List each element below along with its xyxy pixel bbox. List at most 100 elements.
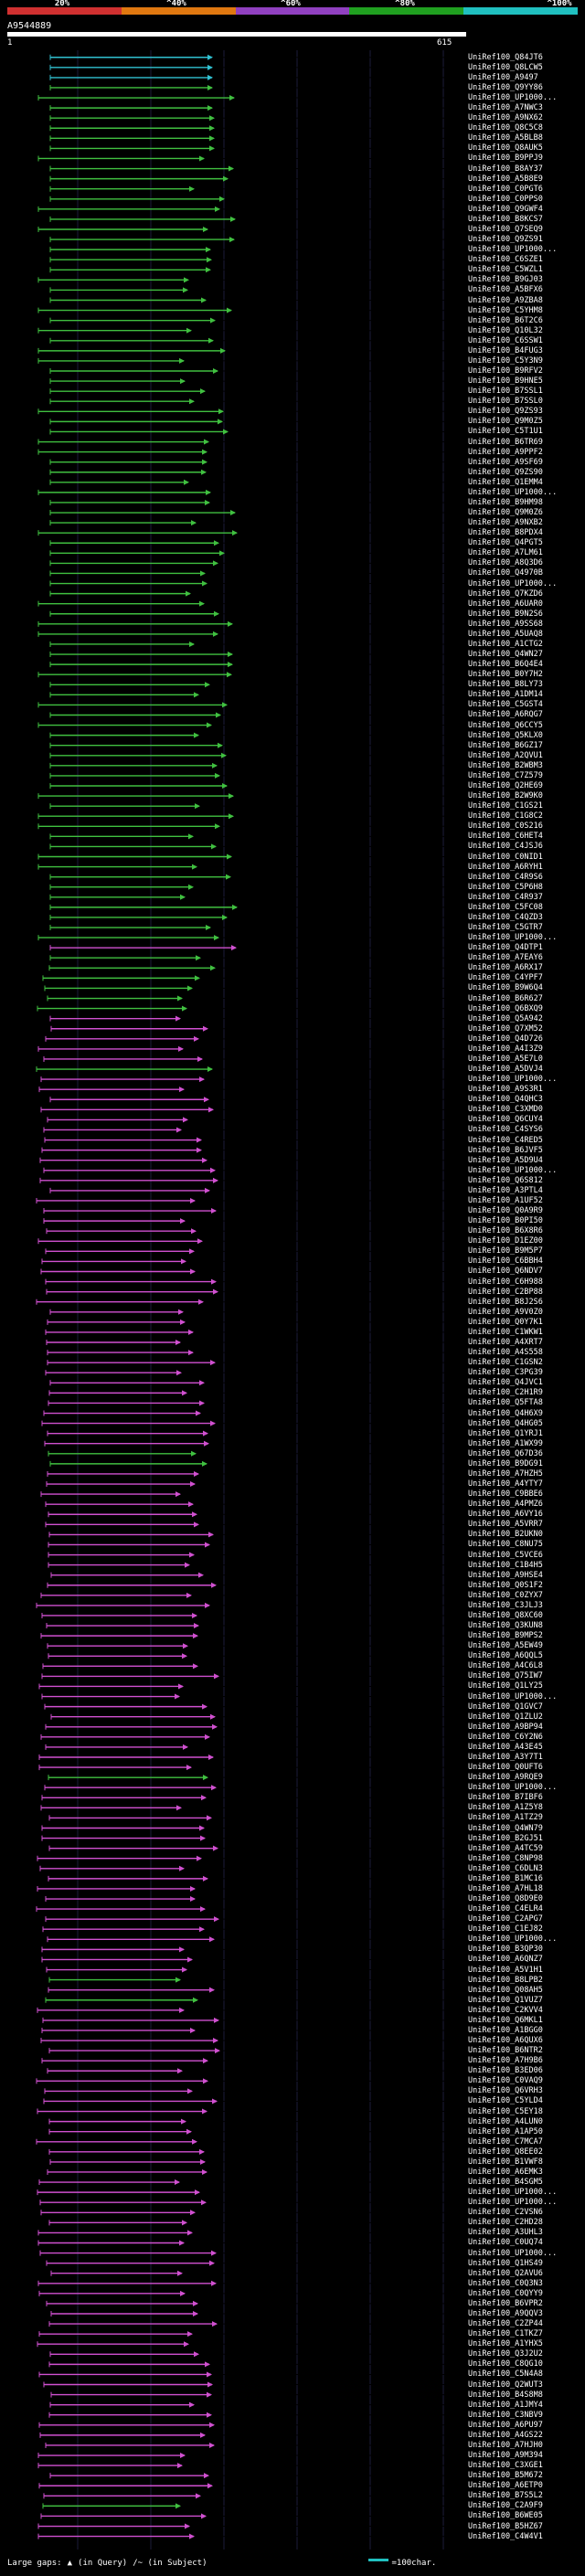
hit-label[interactable]: UniRef100_A6PU97 (468, 2420, 543, 2430)
hit-label[interactable]: UniRef100_Q2AVU6 (468, 2268, 543, 2278)
hit-label[interactable]: UniRef100_C2H1R9 (468, 1388, 543, 1398)
hit-label[interactable]: UniRef100_Q6NDV7 (468, 1267, 543, 1277)
hit-label[interactable]: UniRef100_A5DVJ4 (468, 1065, 543, 1075)
hit-label[interactable]: UniRef100_B8AY37 (468, 164, 543, 174)
hit-label[interactable]: UniRef100_Q0UFT6 (468, 1763, 543, 1773)
hit-label[interactable]: UniRef100_A6QQL5 (468, 1651, 543, 1661)
hit-label[interactable]: UniRef100_A6ETP0 (468, 2481, 543, 2491)
hit-label[interactable]: UniRef100_Q3J2U2 (468, 2349, 543, 2359)
hit-label[interactable]: UniRef100_Q5A942 (468, 1013, 543, 1023)
hit-label[interactable]: UniRef100_Q3KUN8 (468, 1621, 543, 1631)
hit-label[interactable]: UniRef100_C6BBH4 (468, 1256, 543, 1267)
hit-label[interactable]: UniRef100_C5YHM8 (468, 305, 543, 315)
hit-label[interactable]: UniRef100_A7LM61 (468, 548, 543, 558)
hit-label[interactable]: UniRef100_B1MC16 (468, 1873, 543, 1883)
hit-label[interactable]: UniRef100_A2QVU1 (468, 750, 543, 760)
hit-label[interactable]: UniRef100_Q7XM52 (468, 1023, 543, 1034)
hit-label[interactable]: UniRef100_C0VAQ9 (468, 2076, 543, 2086)
hit-label[interactable]: UniRef100_A5V1H1 (468, 1965, 543, 1975)
hit-label[interactable]: UniRef100_C8NU75 (468, 1540, 543, 1550)
hit-label[interactable]: UniRef100_C0Q3N3 (468, 2278, 543, 2288)
hit-label[interactable]: UniRef100_B3QP30 (468, 1945, 543, 1955)
hit-label[interactable]: UniRef100_Q0S1F2 (468, 1580, 543, 1590)
hit-label[interactable]: UniRef100_C4SYS6 (468, 1125, 543, 1135)
hit-label[interactable]: UniRef100_C4JSJ6 (468, 842, 543, 852)
hit-label[interactable]: UniRef100_C5EY18 (468, 2106, 543, 2116)
hit-label[interactable]: UniRef100_Q2WUT3 (468, 2380, 543, 2390)
hit-label[interactable]: UniRef100_C5Y3N9 (468, 355, 543, 366)
hit-label[interactable]: UniRef100_Q6BXQ9 (468, 1003, 543, 1013)
hit-label[interactable]: UniRef100_C2KVV4 (468, 2005, 543, 2015)
hit-label[interactable]: UniRef100_A9V0Z0 (468, 1307, 543, 1317)
hit-label[interactable]: UniRef100_A5BLB8 (468, 133, 543, 143)
hit-label[interactable]: UniRef100_C6SZE1 (468, 255, 543, 265)
hit-label[interactable]: UniRef100_A7HZH5 (468, 1468, 543, 1479)
hit-label[interactable]: UniRef100_A9ZBA8 (468, 295, 543, 305)
hit-label[interactable]: UniRef100_Q08AH5 (468, 1985, 543, 1995)
hit-label[interactable]: UniRef100_C4W4V1 (468, 2531, 543, 2541)
hit-label[interactable]: UniRef100_C5GTR7 (468, 923, 543, 933)
hit-label[interactable]: UniRef100_Q1ZLU2 (468, 1712, 543, 1722)
hit-label[interactable]: UniRef100_Q5KLX0 (468, 730, 543, 740)
hit-label[interactable]: UniRef100_A6QNZ7 (468, 1955, 543, 1965)
hit-label[interactable]: UniRef100_A1YHX5 (468, 2339, 543, 2349)
hit-label[interactable]: UniRef100_A5VRR7 (468, 1520, 543, 1530)
hit-label[interactable]: UniRef100_Q9M0Z6 (468, 508, 543, 518)
hit-label[interactable]: UniRef100_Q0Y7K1 (468, 1317, 543, 1327)
hit-label[interactable]: UniRef100_C5T1U1 (468, 427, 543, 437)
hit-label[interactable]: UniRef100_UP1000... (468, 2188, 558, 2198)
hit-label[interactable]: UniRef100_B9GJ03 (468, 275, 543, 285)
hit-label[interactable]: UniRef100_Q0A9R9 (468, 1206, 543, 1216)
hit-label[interactable]: UniRef100_C0QYY9 (468, 2288, 543, 2298)
hit-label[interactable]: UniRef100_B2GJ51 (468, 1833, 543, 1843)
hit-label[interactable]: UniRef100_Q10L32 (468, 325, 543, 335)
hit-label[interactable]: UniRef100_A6QUX6 (468, 2036, 543, 2046)
hit-label[interactable]: UniRef100_A8Q3D6 (468, 558, 543, 568)
hit-label[interactable]: UniRef100_B6TR69 (468, 437, 543, 447)
hit-label[interactable]: UniRef100_A9M394 (468, 2451, 543, 2461)
hit-label[interactable]: UniRef100_Q1GVC7 (468, 1701, 543, 1712)
hit-label[interactable]: UniRef100_C2VSN6 (468, 2208, 543, 2218)
hit-label[interactable]: UniRef100_Q4WN27 (468, 650, 543, 660)
hit-label[interactable]: UniRef100_Q5FTA8 (468, 1398, 543, 1408)
hit-label[interactable]: UniRef100_Q67D36 (468, 1448, 543, 1458)
hit-label[interactable]: UniRef100_Q4970B (468, 568, 543, 578)
hit-label[interactable]: UniRef100_A6VY16 (468, 1510, 543, 1520)
hit-label[interactable]: UniRef100_A1CTG2 (468, 639, 543, 649)
hit-label[interactable]: UniRef100_A1TZ29 (468, 1813, 543, 1823)
hit-label[interactable]: UniRef100_Q4HG05 (468, 1418, 543, 1428)
hit-label[interactable]: UniRef100_B3ED06 (468, 2066, 543, 2076)
hit-label[interactable]: UniRef100_Q2HE69 (468, 780, 543, 790)
hit-label[interactable]: UniRef100_C4R937 (468, 892, 543, 902)
hit-label[interactable]: UniRef100_A3PTL4 (468, 1185, 543, 1195)
hit-label[interactable]: UniRef100_C1WKW1 (468, 1327, 543, 1337)
hit-label[interactable]: UniRef100_A1Z5Y8 (468, 1803, 543, 1813)
hit-label[interactable]: UniRef100_B7S5L2 (468, 2491, 543, 2501)
hit-label[interactable]: UniRef100_C2BP88 (468, 1287, 543, 1297)
hit-label[interactable]: UniRef100_C1EJ82 (468, 1924, 543, 1935)
hit-label[interactable]: UniRef100_A43E45 (468, 1742, 543, 1752)
hit-label[interactable]: UniRef100_C4QZD3 (468, 912, 543, 922)
hit-label[interactable]: UniRef100_B6GZ17 (468, 740, 543, 750)
hit-label[interactable]: UniRef100_B6NTR2 (468, 2046, 543, 2056)
hit-label[interactable]: UniRef100_A9QQV3 (468, 2309, 543, 2318)
hit-label[interactable]: UniRef100_A5EW49 (468, 1641, 543, 1651)
hit-label[interactable]: UniRef100_C5P6H8 (468, 882, 543, 892)
hit-label[interactable]: UniRef100_C1TKZ7 (468, 2329, 543, 2339)
hit-label[interactable]: UniRef100_A9BP94 (468, 1722, 543, 1732)
hit-label[interactable]: UniRef100_C6SSW1 (468, 335, 543, 345)
hit-label[interactable]: UniRef100_Q9M0Z5 (468, 417, 543, 427)
hit-label[interactable]: UniRef100_A1DM14 (468, 690, 543, 700)
hit-label[interactable]: UniRef100_Q1YRJ1 (468, 1428, 543, 1438)
hit-label[interactable]: UniRef100_Q84JT6 (468, 52, 543, 62)
hit-label[interactable]: UniRef100_B6R627 (468, 993, 543, 1003)
hit-label[interactable]: UniRef100_A9S3R1 (468, 1085, 543, 1095)
hit-label[interactable]: UniRef100_B5HZ67 (468, 2521, 543, 2531)
hit-label[interactable]: UniRef100_C4ELR4 (468, 1904, 543, 1914)
hit-label[interactable]: UniRef100_C0S216 (468, 822, 543, 832)
hit-label[interactable]: UniRef100_B8LPB2 (468, 1975, 543, 1985)
hit-label[interactable]: UniRef100_A5B8E9 (468, 174, 543, 184)
hit-label[interactable]: UniRef100_Q1LY25 (468, 1681, 543, 1691)
hit-label[interactable]: UniRef100_A6EMK3 (468, 2167, 543, 2177)
hit-label[interactable]: UniRef100_Q8AUK5 (468, 143, 543, 154)
